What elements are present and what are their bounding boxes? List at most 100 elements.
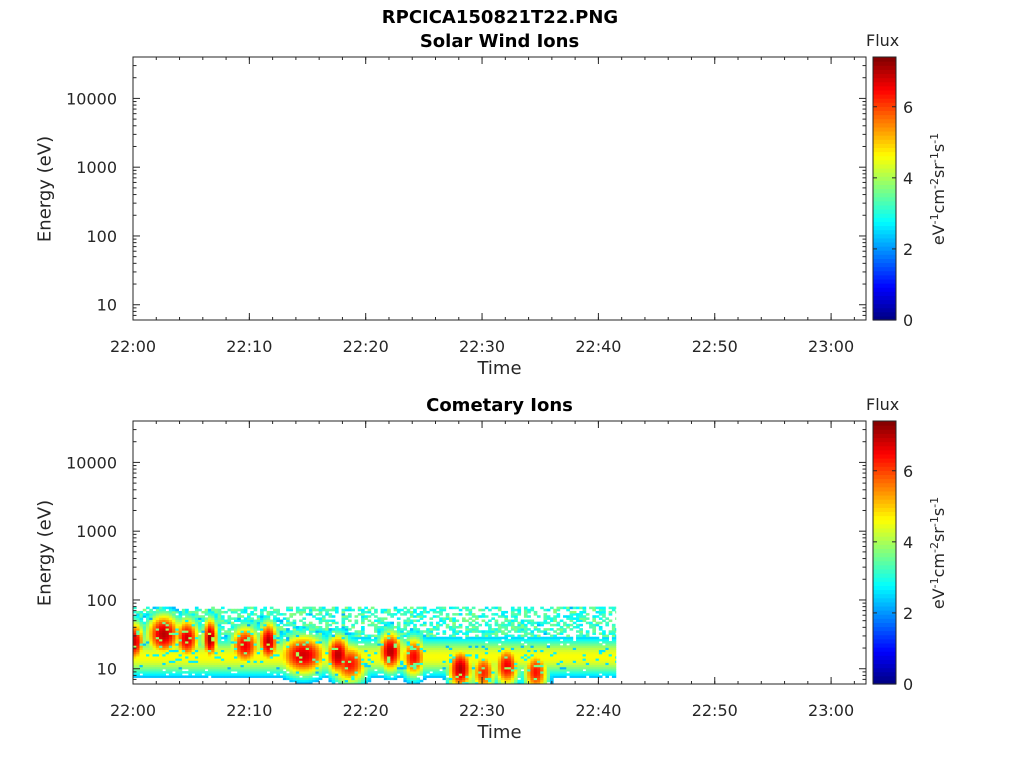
spectrogram-cell: [194, 671, 199, 674]
spectrogram-cell: [315, 651, 320, 655]
spectrogram-cell: [338, 660, 342, 663]
spectrogram-cell: [527, 651, 531, 655]
spectrogram-cell: [155, 619, 160, 623]
spectrogram-cell: [338, 656, 342, 659]
spectrogram-cell: [198, 647, 202, 651]
spectrogram-cell: [536, 668, 541, 672]
spectrogram-cell: [348, 653, 352, 657]
spectrogram-cell: [462, 643, 466, 646]
spectrogram-cell: [233, 649, 238, 653]
spectrogram-cell: [523, 608, 528, 612]
spectrogram-cell: [253, 664, 258, 668]
spectrogram-cell: [504, 638, 509, 642]
spectrogram-cell: [449, 617, 453, 620]
spectrogram-cell: [279, 634, 284, 638]
spectrogram-cell: [481, 656, 486, 659]
colorbar-segment: [873, 77, 896, 83]
spectrogram-cell: [458, 662, 463, 666]
spectrogram-cell: [566, 606, 570, 610]
spectrogram-cell: [338, 658, 342, 661]
spectrogram-cell: [361, 630, 365, 633]
spectrogram-cell: [142, 638, 147, 642]
spectrogram-cell: [220, 668, 225, 672]
spectrogram-cell: [243, 675, 248, 678]
spectrogram-cell: [550, 668, 554, 672]
spectrogram-cell: [361, 677, 365, 681]
spectrogram-cell: [582, 671, 587, 674]
spectrogram-cell: [416, 681, 421, 685]
spectrogram-cell: [175, 666, 180, 670]
spectrogram-cell: [475, 673, 479, 676]
spectrogram-cell: [305, 647, 310, 651]
spectrogram-cell: [224, 643, 228, 646]
spectrogram-cell: [331, 647, 336, 651]
spectrogram-cell: [325, 608, 329, 612]
spectrogram-cell: [191, 632, 196, 635]
spectrogram-cell: [432, 653, 437, 657]
spectrogram-cell: [247, 606, 251, 610]
spectrogram-cell: [217, 628, 222, 631]
spectrogram-cell: [139, 662, 144, 666]
spectrogram-cell: [501, 673, 505, 676]
spectrogram-cell: [198, 656, 202, 659]
spectrogram-cell: [211, 651, 215, 655]
spectrogram-cell: [165, 636, 170, 640]
spectrogram-cell: [387, 645, 391, 648]
spectrogram-cell: [546, 649, 551, 653]
spectrogram-cell: [400, 656, 404, 659]
spectrogram-cell: [416, 606, 421, 610]
spectrogram-cell: [455, 664, 460, 668]
spectrogram-cell: [504, 656, 509, 659]
spectrogram-cell: [435, 656, 440, 659]
spectrogram-cell: [191, 645, 196, 648]
spectrogram-cell: [419, 643, 424, 646]
spectrogram-cell: [237, 619, 241, 623]
spectrogram-cell: [172, 668, 176, 672]
spectrogram-cell: [559, 662, 564, 666]
spectrogram-cell: [194, 651, 199, 655]
spectrogram-cell: [325, 647, 329, 651]
spectrogram-cell: [426, 662, 430, 666]
spectrogram-cell: [207, 613, 212, 616]
spectrogram-cell: [491, 675, 496, 678]
spectrogram-cell: [563, 651, 567, 655]
spectrogram-cell: [354, 679, 359, 683]
spectrogram-cell: [325, 632, 329, 635]
spectrogram-cell: [292, 653, 297, 657]
spectrogram-cell: [449, 658, 453, 661]
spectrogram-cell: [390, 656, 395, 659]
spectrogram-cell: [260, 613, 264, 616]
spectrogram-cell: [325, 668, 329, 672]
spectrogram-cell: [266, 610, 271, 614]
spectrogram-cell: [273, 625, 277, 629]
spectrogram-cell: [181, 645, 186, 648]
spectrogram-cell: [442, 649, 447, 653]
colorbar-segment: [873, 622, 896, 628]
spectrogram-cell: [576, 647, 580, 651]
spectrogram-cell: [338, 671, 342, 674]
spectrogram-cell: [605, 617, 610, 620]
spectrogram-cell: [475, 658, 479, 661]
spectrogram-cell: [403, 679, 408, 683]
spectrogram-cell: [484, 623, 489, 627]
spectrogram-cell: [576, 668, 580, 672]
spectrogram-cell: [602, 651, 606, 655]
spectrogram-cell: [559, 625, 564, 629]
spectrogram-cell: [198, 660, 202, 663]
spectrogram-cell: [409, 668, 414, 672]
spectrogram-cell: [530, 641, 535, 644]
spectrogram-cell: [582, 651, 587, 655]
spectrogram-cell: [266, 615, 271, 618]
spectrogram-cell: [302, 671, 307, 674]
spectrogram-cell: [357, 630, 362, 633]
spectrogram-cell: [165, 613, 170, 616]
spectrogram-cell: [484, 662, 489, 666]
spectrogram-cell: [149, 643, 153, 646]
spectrogram-cell: [273, 647, 277, 651]
spectrogram-cell: [240, 658, 245, 661]
spectrogram-cell: [162, 643, 166, 646]
spectrogram-cell: [442, 668, 447, 672]
spectrogram-cell: [582, 658, 587, 661]
spectrogram-cell: [279, 671, 284, 674]
spectrogram-cell: [230, 658, 235, 661]
